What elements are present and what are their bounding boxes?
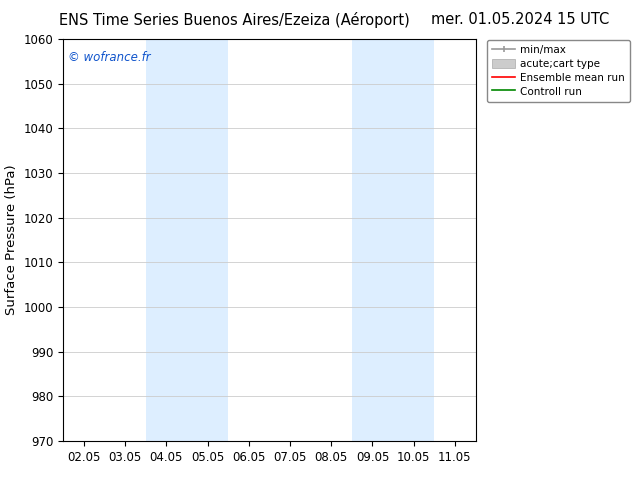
Y-axis label: Surface Pressure (hPa): Surface Pressure (hPa) xyxy=(5,165,18,316)
Text: © wofrance.fr: © wofrance.fr xyxy=(67,51,150,64)
Text: mer. 01.05.2024 15 UTC: mer. 01.05.2024 15 UTC xyxy=(430,12,609,27)
Bar xyxy=(146,39,228,441)
Text: ENS Time Series Buenos Aires/Ezeiza (Aéroport): ENS Time Series Buenos Aires/Ezeiza (Aér… xyxy=(59,12,410,28)
Legend: min/max, acute;cart type, Ensemble mean run, Controll run: min/max, acute;cart type, Ensemble mean … xyxy=(487,40,630,102)
Bar xyxy=(352,39,434,441)
